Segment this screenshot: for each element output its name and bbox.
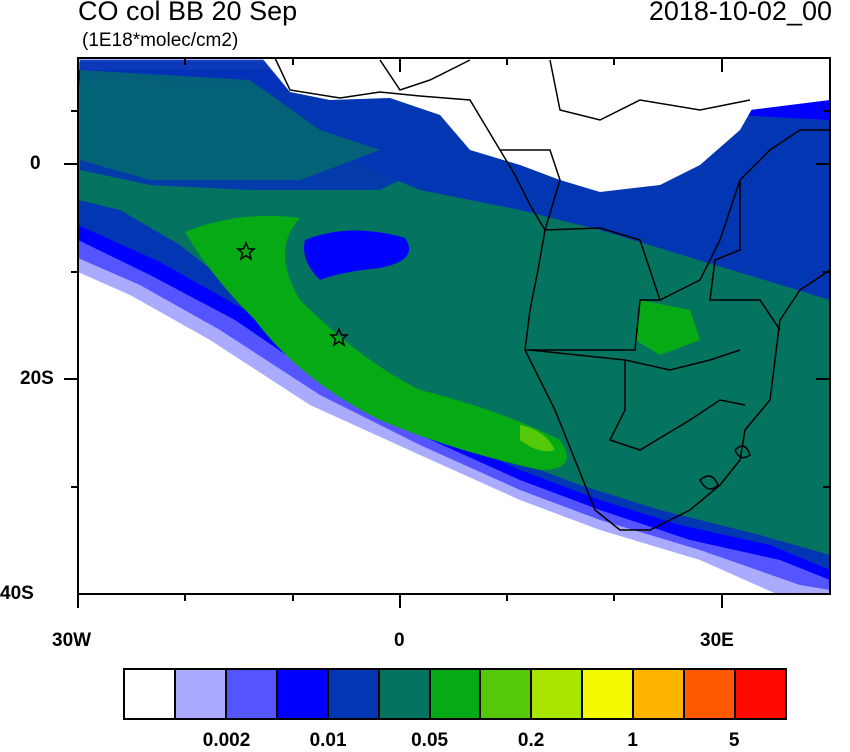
colorbar <box>123 668 787 720</box>
colorbar-swatch <box>430 670 482 718</box>
colorbar-label: 0.01 <box>309 730 347 751</box>
plume-level-5b <box>80 70 380 180</box>
colorbar-swatch <box>685 670 737 718</box>
date-label: 2018-10-02_00 <box>648 0 832 26</box>
colorbar-label: 0.002 <box>202 730 251 751</box>
map-title: CO col BB 20 Sep <box>78 0 298 26</box>
colorbar-label: 0.05 <box>411 730 449 751</box>
x-label-0: 0 <box>394 630 405 651</box>
star-marker <box>236 241 256 261</box>
plume-level-7 <box>520 425 555 452</box>
y-label-20s: 20S <box>20 368 54 389</box>
y-label-40s: 40S <box>0 583 34 604</box>
colorbar-swatch <box>736 670 785 718</box>
colorbar-swatch <box>634 670 686 718</box>
x-label-30e: 30E <box>700 630 734 651</box>
white-north-land <box>262 58 760 192</box>
plume-level-6b <box>635 300 700 355</box>
axis-ticks <box>64 58 830 608</box>
colorbar-swatch <box>379 670 431 718</box>
white-east-gap <box>740 58 830 110</box>
plume-level-3b <box>304 230 410 280</box>
plume-level-5 <box>78 85 830 555</box>
x-label-30w: 30W <box>52 630 92 651</box>
colorbar-label: 1 <box>627 730 638 751</box>
colorbar-swatch <box>583 670 635 718</box>
coastlines <box>274 58 830 531</box>
colorbar-label: 5 <box>728 730 740 751</box>
plume-level-6 <box>185 215 567 470</box>
marker-stars <box>236 241 349 347</box>
colorbar-swatch <box>328 670 380 718</box>
colorbar-swatch <box>481 670 533 718</box>
y-label-0: 0 <box>30 153 41 174</box>
colorbar-swatch <box>175 670 227 718</box>
colorbar-swatch <box>125 670 176 718</box>
colorbar-swatch <box>277 670 329 718</box>
colorbar-swatch <box>532 670 584 718</box>
colorbar-label: 0.2 <box>517 730 545 751</box>
map-frame <box>77 57 831 595</box>
colorbar-swatch <box>226 670 278 718</box>
star-marker <box>329 327 349 347</box>
units-label: (1E18*molec/cm2) <box>82 30 239 51</box>
